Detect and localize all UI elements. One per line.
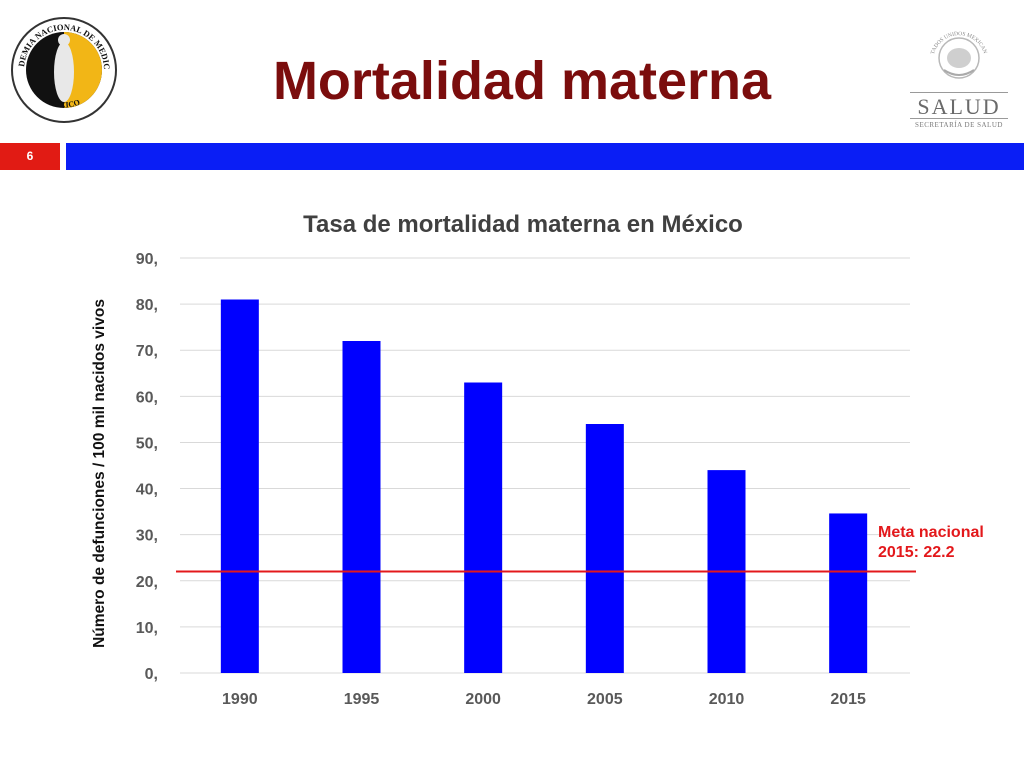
y-axis-label: Número de defunciones / 100 mil nacidos … bbox=[91, 299, 108, 648]
x-tick-label: 2015 bbox=[830, 691, 866, 708]
bar-1990 bbox=[220, 299, 259, 673]
y-tick-label: 70, bbox=[136, 343, 158, 360]
y-tick-label: 60, bbox=[136, 389, 158, 406]
meta-nacional-label: Meta nacional bbox=[878, 524, 984, 541]
secretaria-salud-logo: ESTADOS UNIDOS MEXICANOS SALUD SECRETARÍ… bbox=[902, 10, 1014, 130]
x-tick-label: 2010 bbox=[709, 691, 745, 708]
bar-2015 bbox=[829, 513, 868, 673]
x-tick-label: 1995 bbox=[344, 691, 380, 708]
meta-nacional-value: 2015: 22.2 bbox=[878, 544, 955, 561]
x-tick-label: 2005 bbox=[587, 691, 623, 708]
y-tick-label: 40, bbox=[136, 482, 158, 499]
y-tick-label: 20, bbox=[136, 574, 158, 591]
y-tick-label: 50, bbox=[136, 435, 158, 452]
page-number-badge: 6 bbox=[0, 143, 60, 170]
header-band bbox=[66, 143, 1024, 170]
national-seal-icon: ESTADOS UNIDOS MEXICANOS bbox=[902, 10, 988, 79]
y-tick-label: 90, bbox=[136, 251, 158, 268]
bar-2000 bbox=[464, 382, 503, 673]
x-tick-label: 1990 bbox=[222, 691, 258, 708]
secretaria-label: SECRETARÍA DE SALUD bbox=[915, 121, 1003, 129]
svg-text:MEXICO: MEXICO bbox=[47, 98, 81, 110]
x-tick-label: 2000 bbox=[465, 691, 501, 708]
slide-title: Mortalidad materna bbox=[272, 51, 772, 111]
y-tick-label: 80, bbox=[136, 297, 158, 314]
y-tick-label: 10, bbox=[136, 620, 158, 637]
academia-nacional-medicina-logo: ACADEMIA NACIONAL DE MEDICINA MEXICO bbox=[10, 14, 117, 123]
bar-1995 bbox=[342, 341, 381, 673]
chart-title: Tasa de mortalidad materna en México bbox=[303, 211, 743, 238]
y-tick-label: 0, bbox=[145, 666, 158, 683]
y-tick-label: 30, bbox=[136, 528, 158, 545]
bar-2005 bbox=[585, 424, 624, 673]
salud-wordmark: SALUD bbox=[917, 94, 1001, 119]
